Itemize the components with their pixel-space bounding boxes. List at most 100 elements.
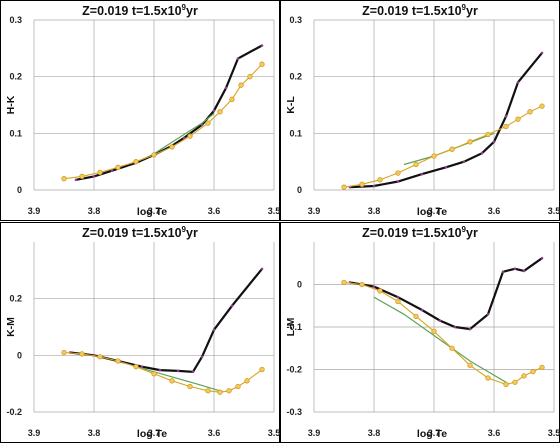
data-point-orange [485, 375, 491, 381]
chart-title-main: Z=0.019 t=1.5x10 [362, 4, 461, 18]
data-point-black [372, 285, 376, 288]
series-line-green [153, 113, 215, 155]
panel-frame [280, 0, 560, 221]
data-point-orange [115, 164, 121, 170]
data-point-orange [238, 82, 244, 88]
series-line-black [75, 44, 263, 181]
x-tick-label-3-7: 3.7 [148, 428, 161, 438]
data-point-orange [530, 368, 536, 375]
data-point-black [396, 295, 400, 299]
y-axis-label: H-K [5, 95, 17, 114]
y-tick-label-0-2: 0.2 [289, 72, 302, 82]
data-point-orange [521, 373, 527, 379]
data-point-orange [205, 120, 211, 126]
series-line-green [373, 296, 507, 383]
chart-panel-l-m: 3.9 3.8 3.7 3.6 3.5 -0.3 -0.2 -0.1 0 Z=0.019 t=1.… [280, 222, 560, 443]
y-axis-label: L-M [285, 317, 297, 336]
data-point-black [396, 180, 400, 183]
chart-title-sup: 9 [462, 225, 467, 234]
data-point-orange [217, 109, 223, 115]
y-tick-label-0-3: 0.3 [9, 15, 22, 25]
chart-title-main: Z=0.019 t=1.5x10 [82, 4, 181, 18]
y-tick-label-0: 0 [297, 185, 302, 195]
x-tick-label-3-5: 3.5 [548, 206, 560, 216]
panel-frame [280, 222, 560, 443]
data-point-black [468, 327, 472, 331]
data-point-orange [539, 103, 545, 109]
y-tick-label-0-1: 0.1 [9, 128, 22, 138]
data-point-orange [449, 146, 455, 152]
data-point-orange [244, 378, 250, 384]
data-point-black [453, 325, 457, 329]
data-point-orange [133, 159, 139, 165]
x-tick-label-3-7: 3.7 [148, 206, 161, 216]
data-point-orange [359, 181, 365, 187]
data-point-black [492, 140, 496, 144]
chart-title-end: yr [466, 226, 478, 240]
chart-title-end: yr [186, 226, 198, 240]
data-point-black [74, 178, 78, 182]
series-line-green [135, 366, 221, 392]
data-point-orange [431, 153, 437, 159]
data-point-orange [413, 313, 419, 320]
x-tick-label-3-6: 3.6 [208, 428, 221, 438]
data-point-black [444, 166, 448, 169]
data-point-orange [413, 161, 419, 168]
x-tick-label-3-6: 3.6 [208, 206, 221, 216]
data-point-orange [235, 383, 241, 390]
data-point-orange [485, 131, 491, 138]
data-point-orange [431, 328, 437, 334]
x-tick-label-3-7: 3.7 [428, 206, 441, 216]
x-axis-label: log Te [417, 428, 447, 440]
chart-title-end: yr [186, 4, 198, 18]
data-point-black [260, 267, 264, 271]
chart-title: Z=0.019 t=1.5x109yr [362, 225, 478, 240]
x-tick-label-3-5: 3.5 [548, 428, 560, 438]
data-point-orange [359, 281, 365, 288]
chart-title: Z=0.019 t=1.5x109yr [362, 3, 478, 18]
data-point-orange [377, 288, 383, 294]
data-point-black [191, 370, 195, 374]
chart-svg-l-m: 3.9 3.8 3.7 3.6 3.5 -0.3 -0.2 -0.1 0 Z=0.019 t=1.… [280, 222, 560, 443]
data-point-orange [539, 364, 545, 371]
data-point-black [92, 175, 96, 178]
data-point-orange [133, 364, 139, 370]
chart-title-sup: 9 [182, 3, 187, 12]
data-point-orange [449, 345, 455, 351]
data-point-black [462, 160, 466, 163]
y-tick-label-0-2: -0.2 [6, 407, 22, 417]
data-point-orange [515, 116, 521, 122]
data-point-black [140, 365, 144, 368]
chart-title-end: yr [466, 4, 478, 18]
data-point-orange [169, 144, 175, 150]
x-axis-label: log Te [137, 428, 167, 440]
y-tick-label-0: 0 [297, 280, 302, 290]
data-point-black [420, 308, 424, 312]
chart-title-main: Z=0.019 t=1.5x10 [362, 226, 461, 240]
data-point-orange [247, 74, 253, 80]
y-tick-label-0-3: 0.3 [289, 15, 302, 25]
data-point-orange [187, 383, 193, 390]
data-point-orange [229, 96, 235, 102]
data-point-black [540, 256, 544, 260]
panel-frame [0, 0, 280, 221]
data-point-orange [217, 389, 223, 395]
data-point-orange [395, 298, 401, 305]
x-tick-label-3-8: 3.8 [88, 206, 101, 216]
x-tick-label-3-6: 3.6 [488, 206, 501, 216]
data-point-black [501, 270, 505, 274]
chart-title: Z=0.019 t=1.5x109yr [82, 225, 198, 240]
data-point-black [158, 368, 162, 372]
chart-title-sup: 9 [462, 3, 467, 12]
data-point-black [504, 115, 508, 118]
data-point-orange [259, 366, 265, 373]
chart-panel-h-k: 3.9 3.8 3.7 3.6 3.5 0 0.1 0.2 0.3 Z=0.019 t=1.5x1… [0, 0, 280, 221]
x-tick-label-3-7: 3.7 [428, 428, 441, 438]
data-point-orange [151, 152, 157, 158]
data-point-orange [187, 133, 193, 139]
data-point-orange [61, 349, 67, 356]
y-tick-label-0: 0 [17, 350, 22, 360]
data-point-orange [527, 109, 533, 115]
data-point-orange [169, 378, 175, 384]
x-tick-label-3-6: 3.6 [488, 428, 501, 438]
